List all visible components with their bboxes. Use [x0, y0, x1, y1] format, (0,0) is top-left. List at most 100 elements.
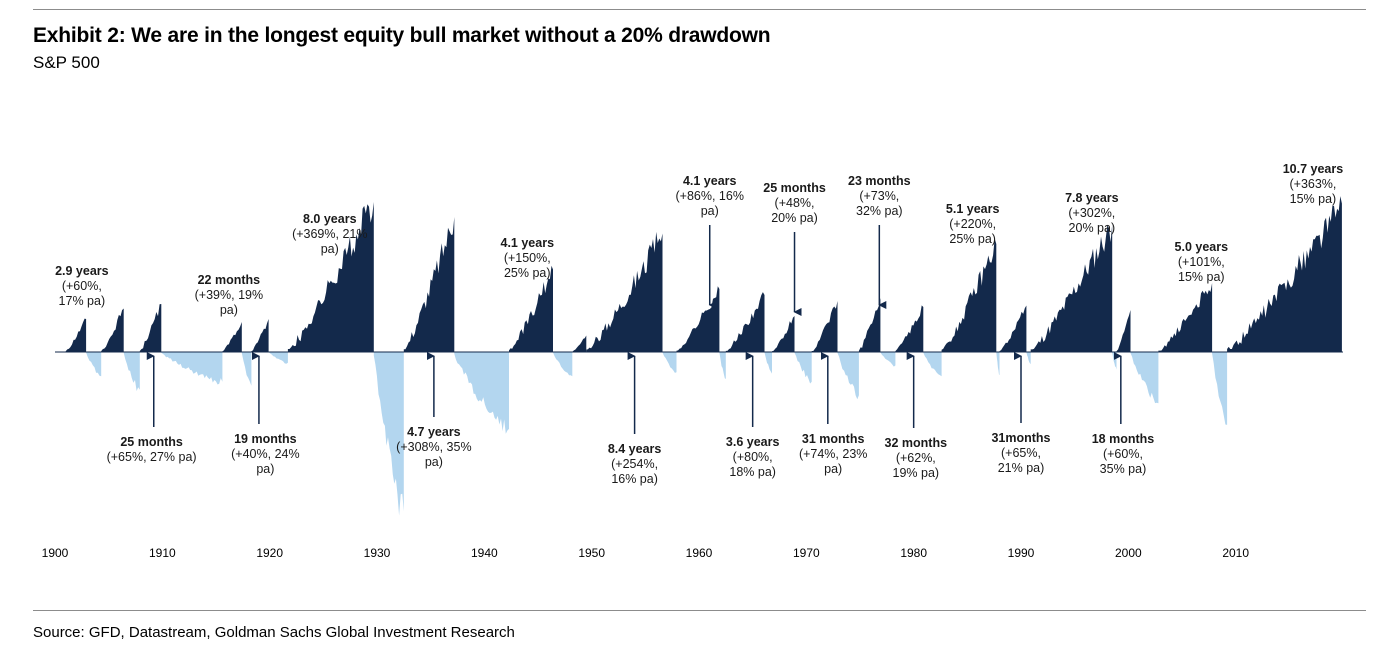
annotation-detail: 18% pa)	[729, 465, 776, 479]
annotation-detail: 20% pa)	[1069, 221, 1116, 235]
drawdown-area	[880, 352, 896, 367]
x-tick-label: 1980	[900, 546, 927, 560]
bull-market-area	[572, 335, 587, 352]
annotation-detail: pa)	[256, 462, 274, 476]
annotation-detail: (+86%, 16%	[676, 189, 744, 203]
bull-market-area	[251, 319, 269, 352]
x-tick-label: 1950	[578, 546, 605, 560]
x-tick-label: 1900	[42, 546, 69, 560]
x-tick-label: 1910	[149, 546, 176, 560]
drawdown-area	[268, 352, 288, 364]
bull-market-area	[65, 318, 87, 352]
annotation-detail: (+39%, 19%	[195, 288, 263, 302]
bull-market-area	[1158, 283, 1213, 352]
drawdown-area	[553, 352, 573, 377]
annotation-duration: 2.9 years	[55, 264, 109, 278]
annotation-detail: (+220%,	[949, 217, 996, 231]
annotation-duration: 31 months	[802, 432, 865, 446]
annotation-detail: 16% pa)	[611, 472, 658, 486]
x-tick-label: 1970	[793, 546, 820, 560]
annotation-duration: 4.1 years	[501, 236, 555, 250]
drawdown-area	[996, 352, 1000, 375]
bull-market-area	[139, 304, 162, 352]
annotation-detail: (+254%,	[611, 457, 658, 471]
bull-market-area	[1030, 224, 1113, 352]
bull-market-area	[895, 305, 924, 352]
annotation-detail: (+73%,	[859, 189, 899, 203]
x-tick-label: 1920	[256, 546, 283, 560]
annotation-detail: 15% pa)	[1178, 270, 1225, 284]
x-tick-label: 1960	[686, 546, 713, 560]
x-tick-label: 1990	[1008, 546, 1035, 560]
annotation-detail: 20% pa)	[771, 211, 818, 225]
annotation-duration: 8.4 years	[608, 442, 662, 456]
annotation-detail: pa)	[321, 242, 339, 256]
bull-market-area	[509, 265, 553, 352]
annotation-duration: 10.7 years	[1283, 162, 1344, 176]
annotation-duration: 4.1 years	[683, 174, 737, 188]
annotation-duration: 25 months	[120, 435, 183, 449]
drawdown-area	[454, 352, 509, 434]
annotation-duration: 18 months	[1092, 432, 1155, 446]
annotation-duration: 5.0 years	[1175, 240, 1229, 254]
annotation-detail: pa)	[701, 204, 719, 218]
annotation-duration: 5.1 years	[946, 202, 1000, 216]
bull-market-area	[811, 301, 838, 352]
drawdown-area	[1212, 352, 1228, 425]
annotation-duration: 32 months	[885, 436, 948, 450]
annotations: 2.9 years(+60%,17% pa)25 months(+65%, 27…	[55, 162, 1343, 486]
drawdown-area	[662, 352, 677, 373]
drawdown-area	[764, 352, 772, 374]
annotation-detail: (+48%,	[775, 196, 815, 210]
bull-market-area	[403, 217, 455, 352]
annotation-duration: 25 months	[763, 181, 826, 195]
annotation-detail: (+369%, 21%	[292, 227, 367, 241]
bull-market-area	[287, 202, 374, 352]
annotation-detail: (+74%, 23%	[799, 447, 867, 461]
bottom-rule	[33, 610, 1366, 611]
bull-market-area	[222, 322, 242, 352]
drawdown-area	[923, 352, 942, 377]
chart-subtitle: S&P 500	[33, 53, 100, 72]
annotation-detail: (+302%,	[1068, 206, 1115, 220]
drawdown-area	[123, 352, 140, 391]
annotation-detail: (+60%,	[1103, 447, 1143, 461]
bull-market-area	[1116, 310, 1131, 352]
x-tick-label: 2010	[1222, 546, 1249, 560]
x-tick-label: 1930	[364, 546, 391, 560]
annotation-detail: (+65%, 27% pa)	[107, 450, 197, 464]
annotation-detail: pa)	[425, 455, 443, 469]
x-axis-ticks: 1900 1910 1920 1930 1940 1950 1960 1970 1980 1990…	[42, 546, 1250, 560]
bull-market-area	[586, 231, 663, 352]
bull-market-area	[772, 316, 795, 352]
x-tick-label: 1940	[471, 546, 498, 560]
bull-market-chart: 1900 1910 1920 1930 1940 1950 1960 1970 1980 1990…	[42, 162, 1344, 560]
annotation-detail: (+308%, 35%	[396, 440, 471, 454]
annotation-detail: pa)	[220, 303, 238, 317]
drawdown-area	[1112, 352, 1117, 370]
bull-market-area	[1227, 196, 1342, 352]
annotation-duration: 22 months	[198, 273, 261, 287]
annotation-detail: 35% pa)	[1100, 462, 1147, 476]
bull-market-area	[725, 292, 765, 352]
annotation-duration: 7.8 years	[1065, 191, 1119, 205]
annotation-duration: 4.7 years	[407, 425, 461, 439]
drawdown-area	[837, 352, 859, 400]
annotation-detail: 32% pa)	[856, 204, 903, 218]
drawdown-area	[794, 352, 812, 384]
annotation-detail: (+80%,	[733, 450, 773, 464]
annotation-duration: 19 months	[234, 432, 297, 446]
annotation-detail: (+363%,	[1289, 177, 1336, 191]
drawdown-area	[161, 352, 223, 385]
bull-market-area	[101, 308, 124, 352]
drawdown-area	[1026, 352, 1031, 365]
annotation-detail: 25% pa)	[949, 232, 996, 246]
chart-title: Exhibit 2: We are in the longest equity …	[33, 24, 771, 47]
annotation-detail: 21% pa)	[998, 461, 1045, 475]
annotation-detail: (+60%,	[62, 279, 102, 293]
annotation-detail: (+40%, 24%	[231, 447, 299, 461]
annotation-detail: 15% pa)	[1290, 192, 1337, 206]
drawdown-area	[1130, 352, 1159, 404]
annotation-detail: (+65%,	[1001, 446, 1041, 460]
drawdown-area	[719, 352, 726, 379]
